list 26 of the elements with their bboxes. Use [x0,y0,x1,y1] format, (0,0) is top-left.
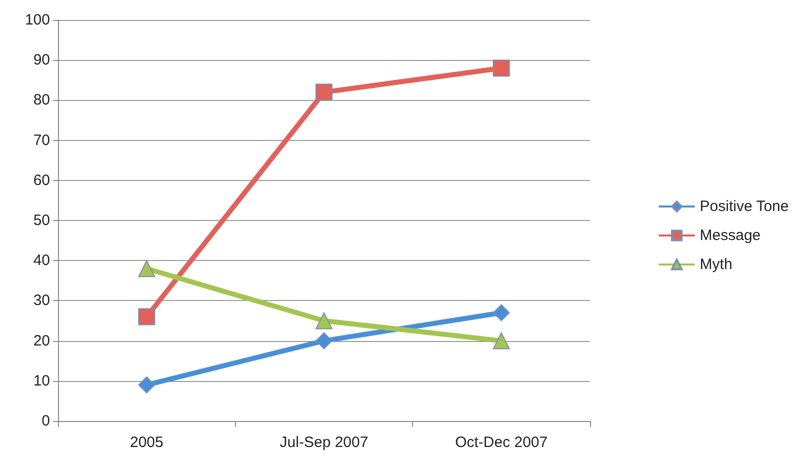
y-tick-label: 30 [33,292,50,310]
point [138,376,156,394]
y-tick-label: 60 [33,172,50,189]
point [138,260,156,278]
y-tick-label: 20 [33,332,50,350]
y-tick-label: 80 [33,92,50,109]
y-tick-label: 10 [33,372,50,390]
point [316,312,332,330]
y-tick-label: 90 [33,52,50,69]
x-tick-label: Oct-Dec 2007 [455,434,548,451]
y-tick-label: 40 [33,252,50,270]
point [316,332,332,350]
x-tick-label: Jul-Sep 2007 [280,434,368,451]
x-tick-label: 2005 [130,434,164,451]
y-tick-label: 70 [33,132,50,149]
y-tick-label: 50 [33,212,50,229]
legend-label: Myth [700,256,732,273]
point [138,308,156,326]
point [492,332,510,350]
point [316,84,332,101]
point [492,60,510,77]
y-tick-label: 100 [24,12,50,28]
legend-label: Message [700,227,761,244]
point [492,304,510,322]
legend-label: Positive Tone [700,198,789,215]
y-tick-label: 0 [42,412,50,430]
